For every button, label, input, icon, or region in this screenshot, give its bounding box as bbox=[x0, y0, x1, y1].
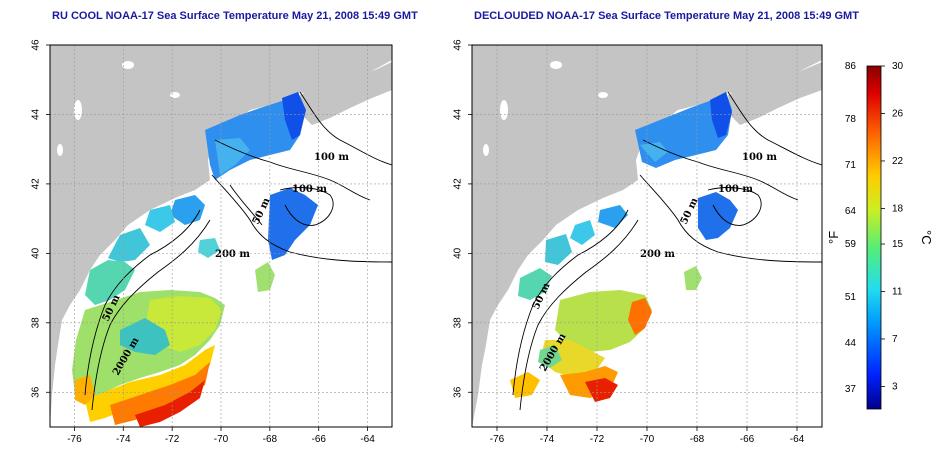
axis-ticks: -76 -74 -72 -70 -68 -66 -64 36 38 40 42 44 46 bbox=[31, 39, 376, 445]
contour-label: 100 m bbox=[742, 152, 777, 163]
contour-label: 200 m bbox=[215, 249, 250, 260]
colorbar-f-tick: 64 bbox=[845, 206, 857, 217]
colorbar-c-tick: 26 bbox=[892, 108, 904, 119]
lake bbox=[483, 144, 489, 156]
lon-tick-label: -72 bbox=[590, 434, 605, 445]
axis-ticks: -76 -74 -72 -70 -68 -66 -64 36 38 40 42 44 46 bbox=[453, 39, 805, 445]
fahrenheit-unit-label: °F bbox=[826, 231, 841, 244]
celsius-unit-label: °C bbox=[919, 230, 934, 245]
temperature-colorbar: 86 78 71 64 59 51 44 37 30 26 22 18 15 11 7 3 °F °C bbox=[826, 61, 934, 410]
left-panel-title: RU COOL NOAA-17 Sea Surface Temperature … bbox=[52, 10, 418, 22]
lon-tick-label: -70 bbox=[214, 434, 229, 445]
lake bbox=[122, 61, 134, 69]
lon-tick-label: -64 bbox=[790, 434, 805, 445]
colorbar-c-tick: 18 bbox=[892, 203, 904, 214]
bathymetry-contours bbox=[84, 91, 392, 411]
lat-tick-label: 36 bbox=[453, 386, 464, 398]
sst-field bbox=[72, 92, 318, 427]
lat-tick-label: 42 bbox=[453, 178, 464, 190]
lon-tick-label: -68 bbox=[690, 434, 705, 445]
lon-tick-label: -70 bbox=[640, 434, 655, 445]
lat-tick-label: 44 bbox=[453, 108, 464, 120]
lon-tick-label: -74 bbox=[540, 434, 555, 445]
lat-tick-label: 42 bbox=[31, 178, 42, 190]
colorbar-c-tick: 7 bbox=[892, 334, 898, 345]
colorbar-f-tick: 44 bbox=[845, 338, 857, 349]
contour-label: 100 m bbox=[718, 184, 753, 195]
land-mass bbox=[300, 62, 392, 125]
colorbar-c-tick: 15 bbox=[892, 239, 904, 250]
colorbar-f-tick: 51 bbox=[845, 292, 857, 303]
right-map-panel: 100 m 100 m 50 m 200 m 50 m 2000 m -76 -7… bbox=[453, 39, 823, 445]
lat-tick-label: 36 bbox=[31, 386, 42, 398]
lake bbox=[170, 92, 180, 98]
lat-tick-label: 38 bbox=[453, 317, 464, 329]
land-mass bbox=[50, 45, 392, 427]
lat-tick-label: 44 bbox=[31, 108, 42, 120]
lake bbox=[74, 100, 82, 120]
colorbar-f-tick: 86 bbox=[845, 61, 857, 72]
left-map-panel: 100 m 100 m 50 m 200 m 50 m 2000 m -76 -7… bbox=[31, 39, 393, 445]
contour-label: 100 m bbox=[314, 152, 349, 163]
lon-tick-label: -64 bbox=[360, 434, 375, 445]
colorbar-f-tick: 78 bbox=[845, 114, 857, 125]
contour-label: 100 m bbox=[292, 184, 327, 195]
lat-tick-label: 46 bbox=[31, 39, 42, 51]
right-panel-title: DECLOUDED NOAA-17 Sea Surface Temperatur… bbox=[474, 10, 859, 22]
lat-tick-label: 40 bbox=[453, 247, 464, 259]
lake bbox=[598, 92, 608, 98]
lat-tick-label: 46 bbox=[453, 39, 464, 51]
colorbar-f-tick: 59 bbox=[845, 239, 857, 250]
lon-tick-label: -74 bbox=[116, 434, 131, 445]
sst-field bbox=[510, 92, 738, 402]
colorbar-c-tick: 22 bbox=[892, 156, 904, 167]
colorbar-c-tick: 30 bbox=[892, 61, 904, 72]
contour-label: 50 m bbox=[679, 196, 701, 226]
colorbar-gradient bbox=[866, 65, 882, 410]
lon-tick-label: -76 bbox=[67, 434, 82, 445]
contour-label: 200 m bbox=[640, 249, 675, 260]
land-mass bbox=[472, 45, 822, 427]
lake bbox=[500, 100, 508, 120]
lon-tick-label: -66 bbox=[740, 434, 755, 445]
lake bbox=[550, 61, 562, 69]
colorbar-c-tick: 11 bbox=[892, 287, 903, 298]
lat-tick-label: 38 bbox=[31, 317, 42, 329]
colorbar-c-tick: 3 bbox=[892, 381, 898, 392]
lake bbox=[57, 144, 63, 156]
land-mass bbox=[728, 62, 822, 125]
colorbar-f-tick: 37 bbox=[845, 384, 857, 395]
colorbar-f-tick: 71 bbox=[845, 160, 857, 171]
lon-tick-label: -76 bbox=[490, 434, 505, 445]
lon-tick-label: -68 bbox=[263, 434, 278, 445]
bathymetry-contours bbox=[512, 91, 822, 411]
lon-tick-label: -72 bbox=[165, 434, 180, 445]
lon-tick-label: -66 bbox=[311, 434, 326, 445]
lat-tick-label: 40 bbox=[31, 247, 42, 259]
